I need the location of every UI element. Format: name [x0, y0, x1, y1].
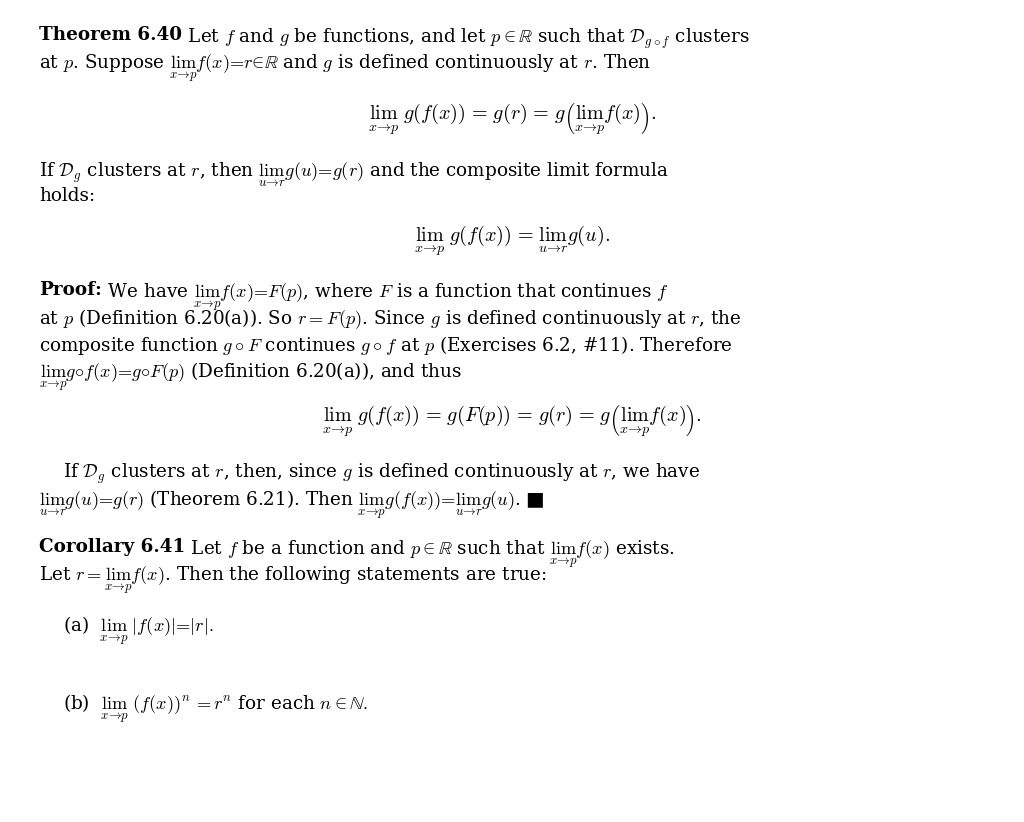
Text: $\lim_{u\to r} g(u) = g(r)$ (Theorem 6.21). Then $\lim_{x\to p} g(f(x)) = \lim_{: $\lim_{u\to r} g(u) = g(r)$ (Theorem 6.2…: [39, 488, 544, 521]
Text: composite function $g \circ F$ continues $g \circ f$ at $p$ (Exercises 6.2, #11): composite function $g \circ F$ continues…: [39, 334, 733, 357]
Text: Proof:: Proof:: [39, 281, 101, 299]
Text: $\lim_{x\to p}\ g(f(x))\ =\ \lim_{u\to r} g(u).$: $\lim_{x\to p}\ g(f(x))\ =\ \lim_{u\to r…: [414, 224, 610, 258]
Text: We have $\lim_{x\to p} f(x) = F(p)$, where $F$ is a function that continues $f$: We have $\lim_{x\to p} f(x) = F(p)$, whe…: [101, 281, 669, 312]
Text: $\lim_{x\to p}\ g(f(x))\ =\ g(r)\ =\ g\left(\lim_{x\to p} f(x)\right).$: $\lim_{x\to p}\ g(f(x))\ =\ g(r)\ =\ g\l…: [368, 100, 656, 136]
Text: Let $r = \lim_{x\to p} f(x)$. Then the following statements are true:: Let $r = \lim_{x\to p} f(x)$. Then the f…: [39, 565, 547, 596]
Text: at $p$. Suppose $\lim_{x\to p} f(x) = r \in \mathbb{R}$ and $g$ is defined conti: at $p$. Suppose $\lim_{x\to p} f(x) = r …: [39, 53, 651, 84]
Text: If $\mathcal{D}_g$ clusters at $r$, then $\lim_{u\to r} g(u) = g(r)$ and the com: If $\mathcal{D}_g$ clusters at $r$, then…: [39, 160, 669, 189]
Text: $\lim_{x\to p}\ g(f(x))\ =\ g(F(p))\ =\ g(r)\ =\ g\left(\lim_{x\to p} f(x)\right: $\lim_{x\to p}\ g(f(x))\ =\ g(F(p))\ =\ …: [322, 403, 702, 439]
Text: Corollary 6.41: Corollary 6.41: [39, 538, 185, 556]
Text: (a)  $\lim_{x\to p}\ |f(x)| = |r|.$: (a) $\lim_{x\to p}\ |f(x)| = |r|.$: [63, 615, 214, 648]
Text: Let $f$ be a function and $p \in \mathbb{R}$ such that $\lim_{x\to p} f(x)$ exis: Let $f$ be a function and $p \in \mathbb…: [185, 538, 675, 570]
Text: (b)  $\lim_{x\to p}\ (f(x))^n = r^n$ for each $n \in \mathbb{N}.$: (b) $\lim_{x\to p}\ (f(x))^n = r^n$ for …: [63, 692, 369, 725]
Text: holds:: holds:: [39, 187, 95, 205]
Text: Theorem 6.40: Theorem 6.40: [39, 26, 182, 44]
Text: If $\mathcal{D}_g$ clusters at $r$, then, since $g$ is defined continuously at $: If $\mathcal{D}_g$ clusters at $r$, then…: [63, 462, 700, 487]
Text: $\lim_{x\to p} g \circ f(x) = g \circ F(p)$ (Definition 6.20(a)), and thus: $\lim_{x\to p} g \circ f(x) = g \circ F(…: [39, 360, 462, 393]
Text: at $p$ (Definition 6.20(a)). So $r = F(p)$. Since $g$ is defined continuously at: at $p$ (Definition 6.20(a)). So $r = F(p…: [39, 307, 741, 331]
Text: Let $f$ and $g$ be functions, and let $p \in \mathbb{R}$ such that $\mathcal{D}_: Let $f$ and $g$ be functions, and let $p…: [182, 26, 750, 51]
